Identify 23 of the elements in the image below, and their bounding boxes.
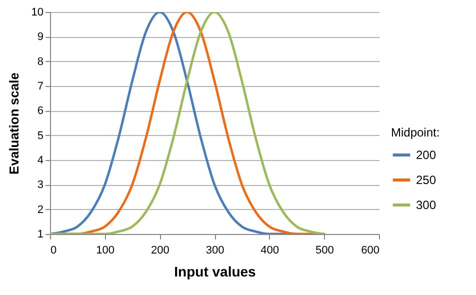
- y-tick-label: 1: [37, 228, 44, 240]
- x-tick-label: 200: [150, 244, 170, 256]
- y-tick-label: 3: [37, 179, 44, 192]
- y-tick-label: 8: [37, 56, 44, 68]
- y-tick-label: 4: [37, 154, 44, 166]
- legend-label: 250: [416, 172, 436, 187]
- x-axis-title: Input values: [174, 264, 256, 280]
- y-axis-title: Evaluation scale: [6, 72, 22, 174]
- x-tick-label: 0: [50, 244, 57, 256]
- y-tick-label: 10: [31, 6, 44, 18]
- y-tick-label: 9: [37, 31, 44, 44]
- x-tick-label: 400: [260, 244, 280, 256]
- x-tick-label: 600: [361, 244, 380, 256]
- y-tick-label: 5: [37, 130, 44, 142]
- x-tick-label: 500: [315, 244, 334, 256]
- y-tick-label: 6: [37, 105, 44, 118]
- legend-label: 300: [416, 198, 436, 212]
- legend-title: Midpoint:: [391, 125, 440, 140]
- legend-label: 200: [416, 148, 436, 162]
- y-tick-label: 7: [37, 80, 44, 92]
- x-tick-label: 300: [206, 244, 224, 256]
- y-tick-label: 2: [37, 204, 44, 216]
- x-tick-label: 100: [96, 244, 115, 256]
